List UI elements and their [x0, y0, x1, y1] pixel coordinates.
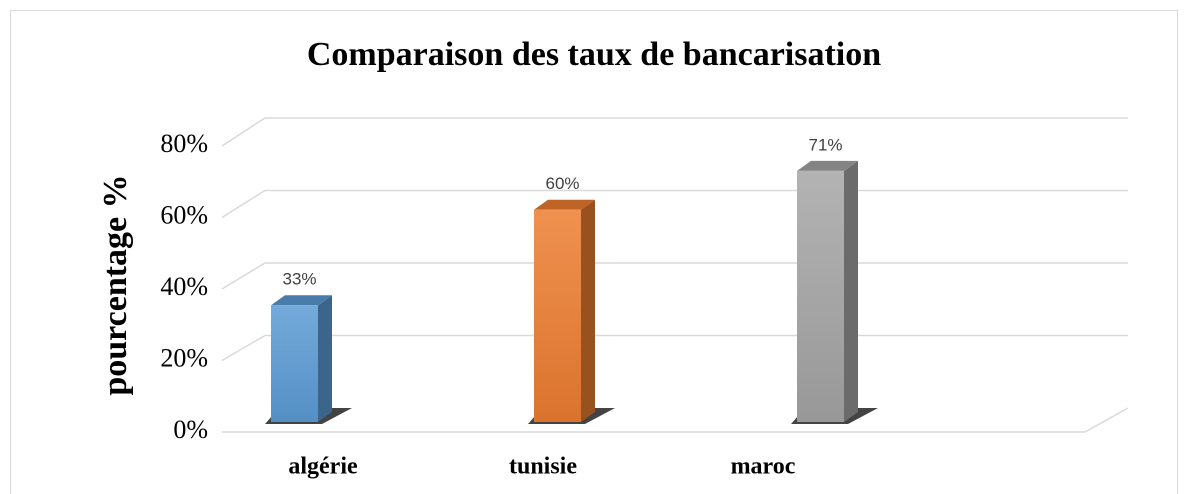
- bar: [271, 305, 318, 422]
- bar-side: [844, 160, 858, 422]
- y-tick-label: 0%: [173, 415, 208, 444]
- y-axis-label: pourcentage %: [97, 174, 134, 395]
- bar: [534, 209, 581, 422]
- bar: [797, 170, 844, 422]
- x-tick-label: maroc: [731, 454, 796, 480]
- data-label: 60%: [545, 174, 579, 193]
- x-tick-label: tunisie: [509, 454, 577, 480]
- grid-line: [221, 117, 1128, 147]
- bar-top: [271, 295, 332, 306]
- floor-edge: [222, 407, 1129, 433]
- bar-top: [797, 160, 858, 171]
- y-tick-label: 60%: [160, 200, 208, 229]
- chart-title: Comparaison des taux de bancarisation: [307, 36, 881, 73]
- bar-side: [581, 199, 595, 422]
- data-label: 71%: [808, 135, 842, 154]
- y-tick-label: 20%: [160, 343, 208, 372]
- bar-top: [534, 199, 595, 210]
- y-tick-label: 40%: [160, 272, 208, 301]
- x-tick-label: algérie: [288, 454, 358, 480]
- bar-side: [318, 295, 332, 422]
- data-label: 33%: [282, 270, 316, 289]
- y-tick-label: 80%: [160, 129, 208, 158]
